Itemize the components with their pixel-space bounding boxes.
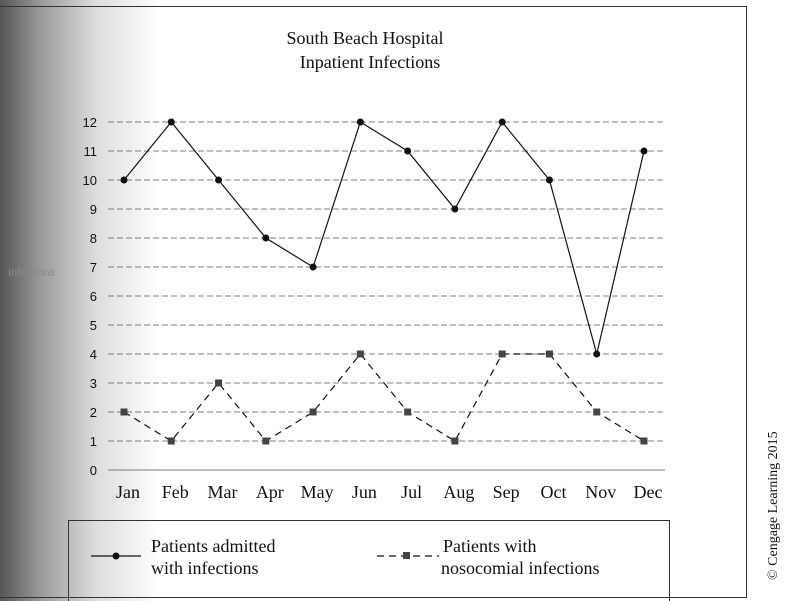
chart-title: South Beach Hospital [286,28,444,48]
data-point [498,118,506,126]
x-tick-label: Sep [493,482,520,502]
chart-frame [0,6,747,598]
data-point [356,350,364,358]
data-point [215,176,223,184]
y-tick-label: 9 [90,202,97,217]
data-point [309,408,317,416]
chart-subtitle: Inpatient Infections [299,52,441,72]
y-tick-label: 10 [83,173,97,188]
data-point [167,118,175,126]
y-tick-label: 7 [90,260,97,275]
y-tick-label: 4 [90,347,97,362]
legend-marker-circle [112,552,120,560]
x-tick-label: Oct [540,482,566,502]
y-tick-label: 11 [84,144,98,159]
x-tick-label: May [301,482,334,502]
data-point [262,437,270,445]
y-axis-label: Infections [8,267,56,279]
x-tick-label: Feb [162,482,189,502]
data-point [356,118,364,126]
x-tick-label: Mar [208,482,238,502]
legend-admitted: Patients admitted with infections [151,536,276,578]
data-point [545,176,553,184]
scan-shadow [0,0,160,601]
x-tick-label: Jan [116,482,140,502]
y-tick-label: 5 [90,318,97,333]
y-tick-label: 1 [90,434,97,449]
data-point [120,176,128,184]
series-line-0 [123,120,645,355]
data-point [120,408,128,416]
y-tick-label: 6 [90,289,97,304]
data-point [593,408,601,416]
data-point [404,147,412,155]
legend-marker-square [403,552,410,559]
data-point [215,379,223,387]
x-tick-label: Dec [634,482,663,502]
data-point [404,408,412,416]
data-point [593,350,601,358]
data-point [451,205,459,213]
x-tick-label: Jun [352,482,377,502]
copyright: © Cengage Learning 2015 [766,431,781,580]
data-point [545,350,553,358]
y-tick-label: 2 [90,405,97,420]
data-point [309,263,317,271]
x-tick-label: Aug [443,482,474,502]
legend: Patients admitted with infections Patient… [68,520,670,601]
y-tick-label: 3 [90,376,97,391]
y-tick-label: 8 [90,231,97,246]
y-tick-label: 0 [90,463,97,478]
data-point [640,147,648,155]
y-tick-label: 12 [83,115,97,130]
legend-nosocomial: Patients with nosocomial infections [441,536,600,578]
x-tick-label: Nov [585,482,616,502]
data-point [262,234,270,242]
data-point [498,350,506,358]
series-line-1 [123,353,645,442]
x-tick-label: Apr [256,482,284,502]
data-point [451,437,459,445]
data-point [640,437,648,445]
data-point [167,437,175,445]
x-tick-label: Jul [401,482,422,502]
